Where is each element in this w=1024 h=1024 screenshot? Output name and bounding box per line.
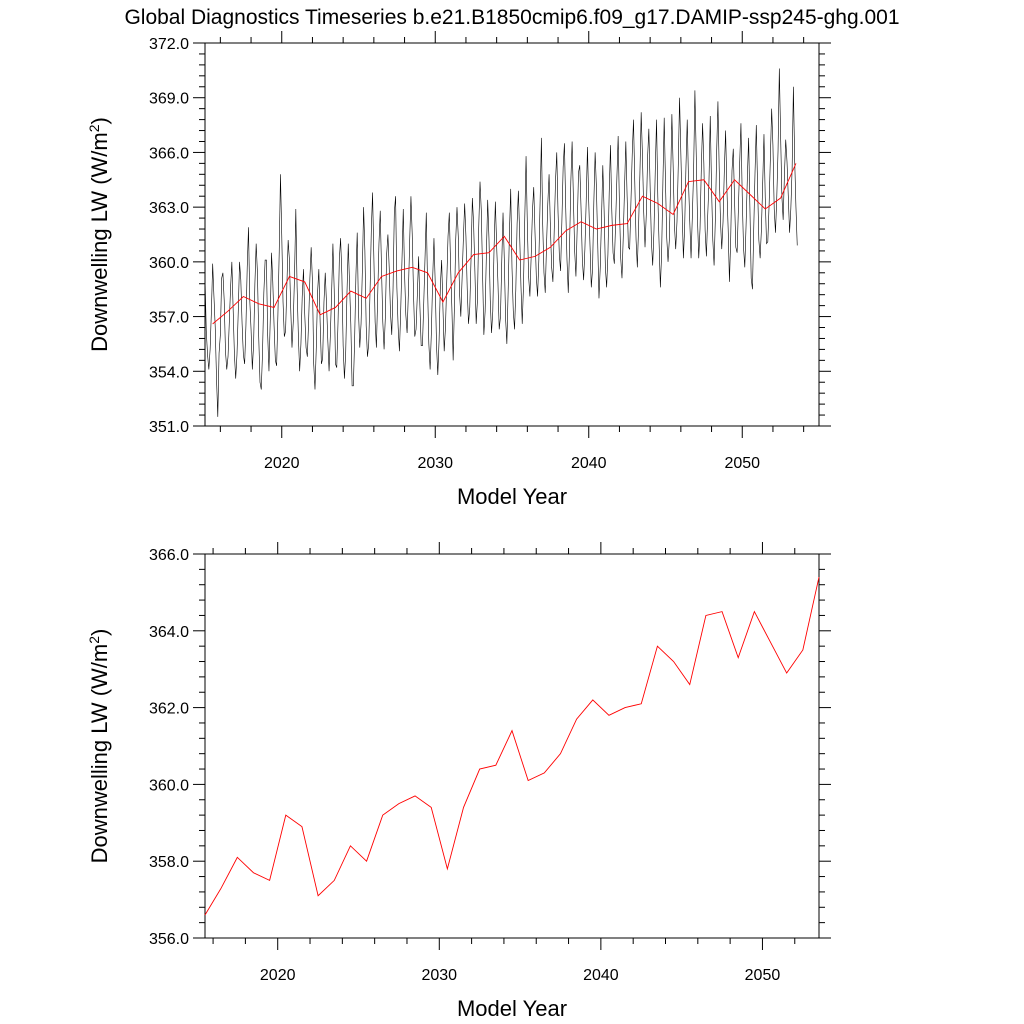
y-axis-label: Downwelling LW (W/m2) — [86, 117, 112, 352]
y-tick-label: 366.0 — [149, 145, 189, 162]
annual-series-line — [204, 576, 820, 916]
figure-title: Global Diagnostics Timeseries b.e21.B185… — [124, 6, 899, 29]
y-tick-label: 351.0 — [149, 419, 189, 436]
x-tick-label: 2020 — [264, 455, 300, 472]
y-axis-label-end: ) — [87, 629, 112, 636]
y-tick-label: 356.0 — [149, 931, 189, 948]
x-tick-label: 2050 — [724, 455, 760, 472]
y-tick-label: 366.0 — [149, 547, 189, 564]
plot-frame — [204, 42, 820, 427]
bottom-chart: 356.0 358.0 360.0 362.0 364.0 366.0 2020 2030 20… — [86, 542, 831, 1021]
y-tick-label: 362.0 — [149, 701, 189, 718]
top-chart: 351.0 354.0 357.0 360.0 363.0 366.0 369.0 372.0… — [86, 31, 831, 509]
x-axis-label: Model Year — [457, 484, 567, 509]
y-axis-label-superscript: 2 — [86, 636, 102, 644]
plot-frame — [204, 553, 820, 939]
monthly-series-line — [204, 68, 798, 417]
x-tick-label: 2040 — [571, 455, 607, 472]
x-tick-label: 2030 — [417, 455, 453, 472]
annual-series-line — [212, 163, 797, 325]
y-tick-label: 372.0 — [149, 36, 189, 53]
y-tick-label: 364.0 — [149, 624, 189, 641]
y-axis-label-main: Downwelling LW (W/m — [87, 132, 112, 352]
y-tick-label: 369.0 — [149, 91, 189, 108]
y-axis-label-superscript: 2 — [86, 124, 102, 132]
x-tick-label: 2040 — [583, 967, 619, 984]
y-axis-label: Downwelling LW (W/m2) — [86, 629, 112, 864]
x-tick-label: 2050 — [745, 967, 781, 984]
y-tick-label: 357.0 — [149, 310, 189, 327]
y-axis-label-end: ) — [87, 117, 112, 124]
y-tick-label: 360.0 — [149, 777, 189, 794]
y-tick-label: 363.0 — [149, 200, 189, 217]
x-axis-label: Model Year — [457, 996, 567, 1021]
y-tick-label: 358.0 — [149, 854, 189, 871]
x-tick-label: 2030 — [421, 967, 457, 984]
y-tick-label: 360.0 — [149, 255, 189, 272]
y-axis-label-main: Downwelling LW (W/m — [87, 644, 112, 864]
y-tick-label: 354.0 — [149, 364, 189, 381]
x-tick-label: 2020 — [260, 967, 296, 984]
